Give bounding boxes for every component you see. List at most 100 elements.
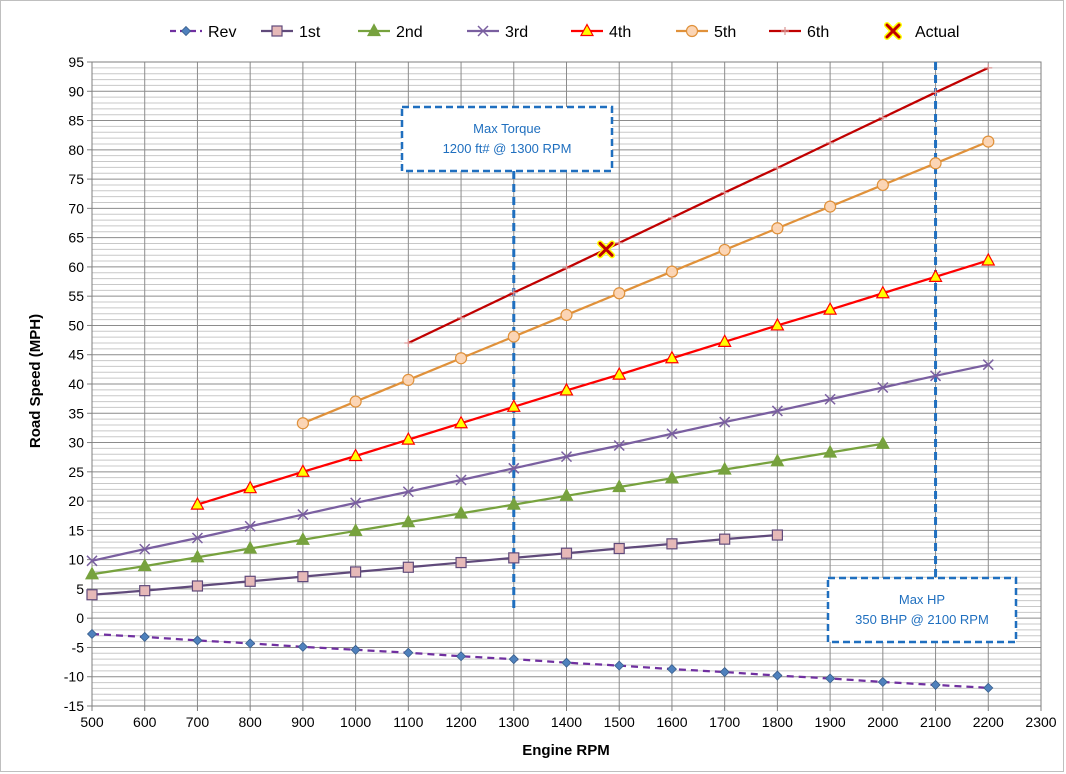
data-point-1st [86, 589, 98, 601]
y-tick-label: 20 [68, 493, 84, 509]
y-tick-label: 55 [68, 288, 84, 304]
x-tick-label: 900 [291, 714, 315, 730]
data-point-4th [243, 480, 258, 494]
actual-marker-cross [885, 23, 901, 39]
legend-item-6th: 6th [769, 24, 829, 41]
data-point-2nd [295, 531, 310, 545]
annotation-text: 350 BHP @ 2100 RPM [855, 612, 989, 627]
y-tick-label: 45 [68, 347, 84, 363]
data-point-6th [773, 163, 782, 172]
data-point-4th [823, 301, 838, 315]
y-tick-label: 50 [68, 317, 84, 333]
y-tick-label: 15 [68, 522, 84, 538]
data-point-4th [770, 317, 785, 331]
y-tick-label: 25 [68, 464, 84, 480]
annotation-text: Max Torque [473, 121, 541, 136]
data-point-3rd [560, 451, 573, 463]
series-line-2nd [91, 442, 884, 576]
data-point-5th [824, 200, 837, 213]
data-point-rev [666, 664, 678, 675]
legend-label-5th: 5th [714, 24, 736, 41]
data-point-1st [139, 585, 151, 597]
y-tick-label: 35 [68, 405, 84, 421]
data-point-1st [560, 547, 573, 559]
data-point-3rd [613, 439, 625, 452]
x-tick-label: 1200 [445, 714, 476, 730]
data-point-2nd [559, 488, 574, 501]
data-point-rev [508, 654, 519, 665]
x-tick-label: 500 [80, 714, 104, 730]
legend-item-4th: 4th [571, 23, 631, 41]
annotation-box [826, 576, 1018, 644]
data-point-3rd [930, 370, 942, 382]
annotation-text: Max HP [899, 592, 945, 607]
data-point-3rd [402, 486, 414, 498]
series-line-1st [91, 533, 778, 596]
data-point-rev [561, 657, 572, 668]
annotation-lines [512, 62, 938, 612]
x-tick-label: 1700 [709, 714, 740, 730]
data-point-2nd [823, 444, 838, 458]
data-point-6th [667, 213, 676, 222]
data-point-4th [506, 399, 521, 412]
data-point-rev [455, 651, 467, 662]
annotation-text: 1200 ft# @ 1300 RPM [443, 141, 572, 156]
data-point-5th [982, 135, 995, 148]
data-point-rev [139, 631, 150, 642]
y-tick-label: 5 [76, 581, 84, 597]
data-point-2nd [348, 523, 363, 537]
legend-marker-4th [579, 23, 595, 37]
x-tick-label: 2300 [1025, 714, 1056, 730]
data-point-3rd [508, 462, 520, 474]
data-point-5th [296, 417, 309, 430]
data-point-5th [454, 352, 468, 365]
data-point-6th [720, 188, 729, 197]
data-point-1st [191, 580, 204, 592]
data-point-rev [930, 679, 941, 690]
y-tick-label: 65 [68, 230, 84, 246]
data-point-rev [614, 660, 625, 671]
series-6th [404, 63, 993, 348]
y-tick-label: 60 [68, 259, 84, 275]
data-point-5th [349, 395, 362, 408]
data-point-5th [929, 157, 942, 170]
y-tick-label: -10 [64, 669, 84, 685]
data-point-4th [928, 269, 943, 282]
y-tick-label: 75 [68, 171, 84, 187]
data-point-2nd [612, 479, 627, 493]
series-5th [296, 135, 995, 430]
data-point-5th [771, 222, 784, 235]
data-point-1st [771, 529, 783, 541]
data-point-5th [718, 243, 731, 257]
data-point-4th [348, 448, 363, 462]
y-tick-label: 30 [68, 435, 84, 451]
series-actual [597, 240, 616, 259]
data-point-2nd [84, 566, 100, 580]
legend-item-2nd: 2nd [358, 23, 423, 41]
data-point-1st [508, 552, 520, 564]
data-point-3rd [297, 509, 309, 521]
series-line-3rd [91, 363, 989, 562]
data-point-3rd [139, 543, 151, 555]
actual-marker-cross [598, 241, 614, 257]
data-point-2nd [770, 453, 785, 467]
data-point-4th [401, 431, 416, 445]
x-tick-label: 1100 [393, 714, 423, 730]
y-tick-label: -15 [64, 698, 84, 714]
data-point-4th [190, 496, 205, 510]
data-point-6th [878, 113, 887, 122]
series-4th [190, 252, 996, 510]
y-tick-label: 70 [68, 200, 84, 216]
series-line-4th [197, 259, 989, 506]
y-tick-label: 10 [68, 552, 84, 568]
annotation-box [400, 105, 614, 173]
axes: 500 600 700 800 900 1000 1100 1200 1300 1400 1500 1… [64, 54, 1057, 730]
x-tick-label: 800 [238, 714, 262, 730]
x-tick-label: 600 [133, 714, 157, 730]
data-point-1st [613, 542, 625, 555]
data-point-3rd [191, 532, 203, 544]
x-tick-label: 1600 [656, 714, 687, 730]
data-point-rev [772, 670, 783, 681]
